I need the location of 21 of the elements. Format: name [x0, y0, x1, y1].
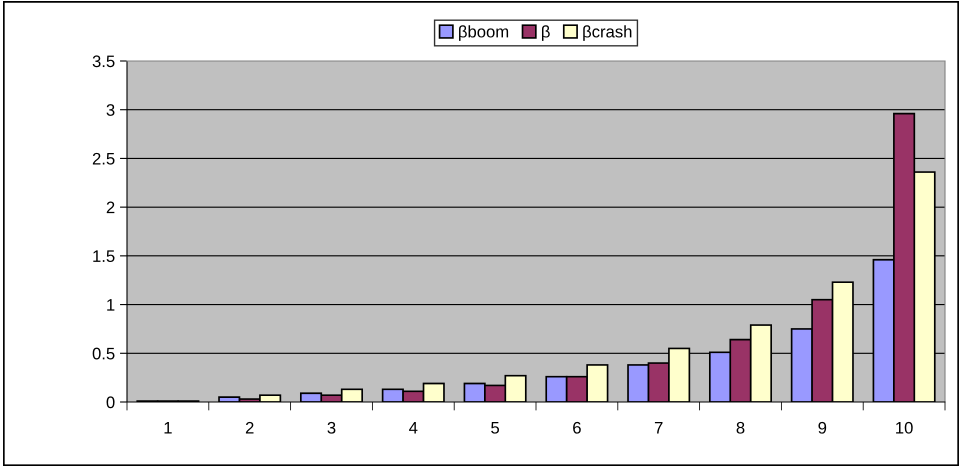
- x-tick-label: 5: [491, 422, 500, 434]
- x-tick-label: 4: [409, 422, 418, 434]
- y-tick-label: 1: [107, 299, 114, 311]
- x-tick-label: 1: [164, 422, 172, 434]
- legend-label: βcrash: [583, 25, 632, 41]
- y-tick-label: 2.5: [92, 152, 114, 165]
- x-tick-label: 7: [654, 422, 662, 434]
- y-tick-label: 3: [106, 104, 114, 116]
- y-tick-label: 0: [106, 396, 115, 408]
- x-tick-label: 3: [328, 422, 336, 434]
- x-tick-label: 8: [736, 422, 744, 434]
- y-tick-label: 2: [106, 202, 114, 214]
- y-tick-label: 0.5: [92, 348, 114, 360]
- y-tick-label: 3.5: [92, 55, 114, 68]
- x-tick-label: 10: [896, 422, 913, 434]
- legend-label: βboom: [459, 25, 508, 41]
- x-tick-label: 6: [573, 422, 581, 434]
- y-tick-label: 1.5: [93, 250, 114, 262]
- x-tick-label: 9: [818, 422, 826, 434]
- legend-label: β: [542, 25, 550, 41]
- x-tick-label: 2: [246, 422, 254, 434]
